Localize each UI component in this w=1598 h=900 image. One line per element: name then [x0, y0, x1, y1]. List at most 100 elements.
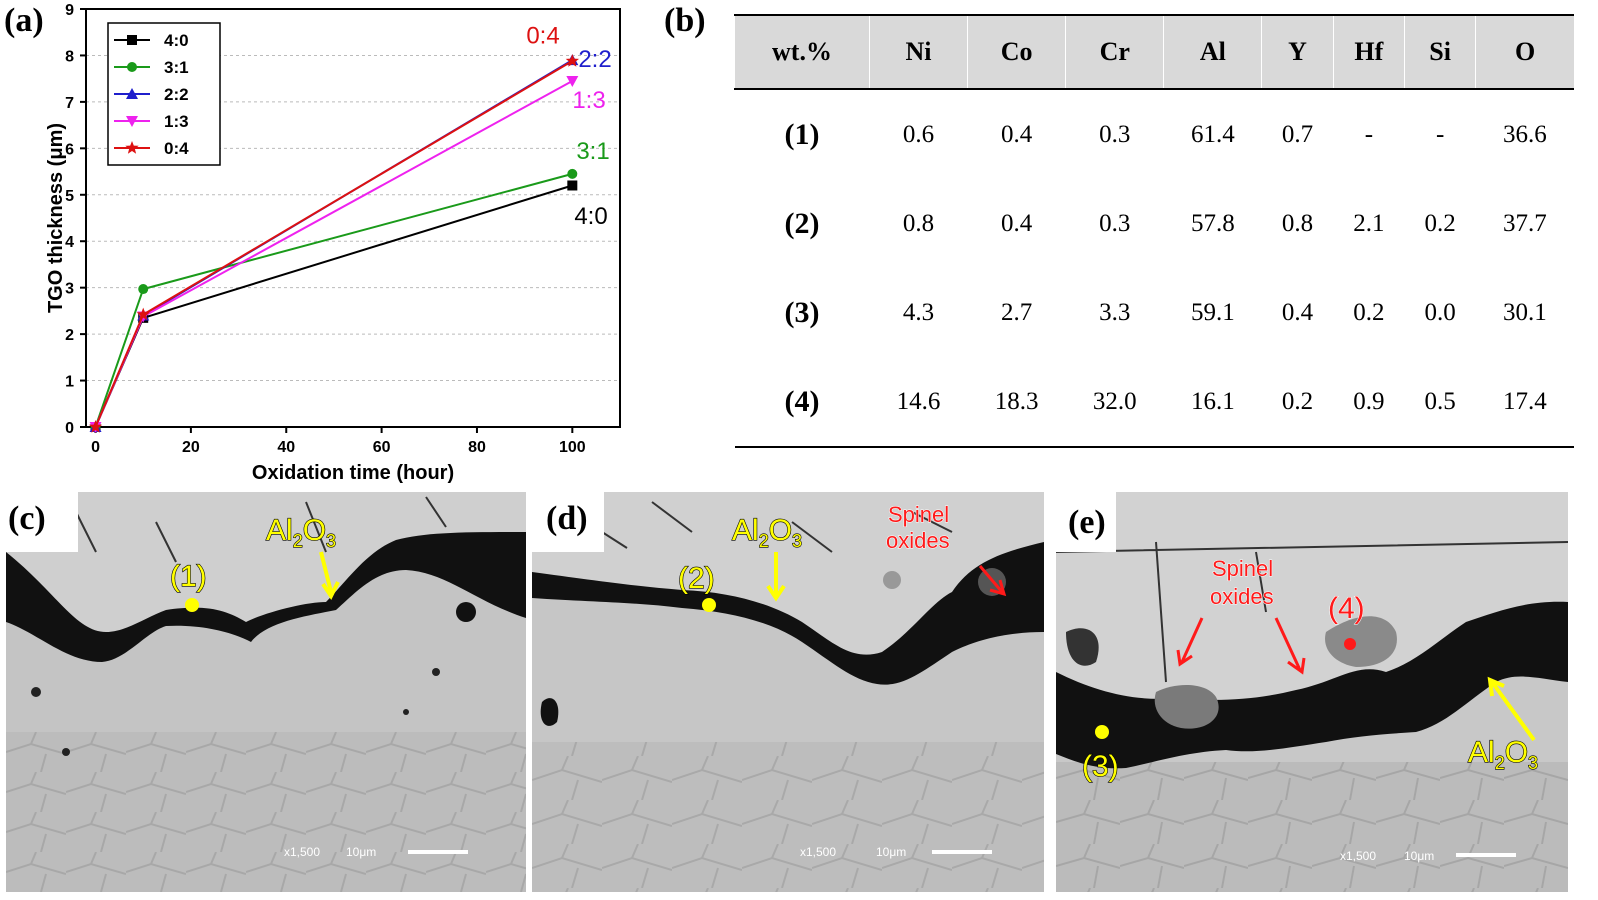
- micrograph-d: (2) Al2O3 Spinel oxides x1,500 10μm: [532, 492, 1044, 892]
- table-header-4: Al: [1163, 14, 1262, 90]
- legend-marker-2: [126, 88, 138, 99]
- data-point-3-1-1: [138, 284, 149, 295]
- spinel-label-d-1: Spinel: [888, 502, 949, 527]
- chart-end-labels: 0:4 2:2 1:3 3:1 4:0: [526, 23, 611, 230]
- table-cell: 0.3: [1099, 120, 1131, 148]
- scale-text-e: 10μm: [1404, 849, 1434, 863]
- table-cell: 0.9: [1333, 357, 1405, 448]
- y-tick-label-7: 7: [65, 95, 74, 112]
- spinel-label-e-2: oxides: [1210, 584, 1274, 609]
- x-tick-label-2: 40: [277, 439, 295, 456]
- point-marker-2: [702, 598, 716, 612]
- legend-marker-0: [127, 35, 137, 45]
- table-row: (2) 0.8 0.4 0.3 57.8 0.8 2.1 0.2 37.7: [735, 179, 1575, 268]
- table-cell: 36.6: [1503, 120, 1547, 148]
- table-cell: 57.8: [1190, 209, 1235, 237]
- table-cell: -: [1364, 120, 1374, 148]
- arrow-al2o3-e: [1487, 676, 1536, 742]
- table-cell: 30.1: [1503, 298, 1547, 326]
- end-label-1: 2:2: [578, 46, 611, 73]
- end-label-0: 0:4: [526, 23, 559, 50]
- al2o3-label-e: Al2O3: [1468, 736, 1538, 773]
- table-row-label: (4): [734, 357, 870, 448]
- plot-frame: [85, 8, 621, 428]
- table-cell: 61.4: [1190, 120, 1235, 148]
- x-axis-label: Oxidation time (hour): [252, 462, 454, 484]
- legend-entry-4: 0:4: [164, 139, 189, 158]
- arrow-al2o3-d: [766, 552, 786, 602]
- magnification-c: x1,500: [284, 845, 320, 859]
- table-cell: 0.2: [1261, 357, 1334, 448]
- scale-bar-c: [408, 850, 468, 854]
- point-marker-3: [1095, 725, 1109, 739]
- table-cell: 0.0: [1424, 298, 1456, 326]
- y-tick-label-2: 2: [65, 327, 74, 344]
- table-cell: 0.4: [1001, 120, 1033, 148]
- table-cell: 0.5: [1404, 357, 1476, 448]
- table-cell: 17.4: [1475, 357, 1574, 448]
- table-cell: 59.1: [1190, 298, 1235, 326]
- x-tick-label-0: 0: [91, 439, 100, 456]
- y-tick-label-6: 6: [65, 141, 74, 158]
- chart-legend: 4:0 3:1 2:2 1:3 0:4: [107, 22, 221, 166]
- table-row-label: (3): [784, 295, 820, 329]
- table-row-label: (2): [784, 206, 820, 240]
- scale-bar-e: [1456, 853, 1516, 857]
- data-point-0-4-2: [565, 54, 579, 67]
- table-header-1: Ni: [868, 14, 968, 90]
- table-row: (3) 4.3 2.7 3.3 59.1 0.4 0.2 0.0 30.1: [735, 268, 1575, 357]
- scale-bar-d: [932, 850, 992, 854]
- scale-text-d: 10μm: [876, 845, 906, 859]
- table-cell: 0.3: [1099, 209, 1131, 237]
- point-label-1: (1): [170, 560, 207, 593]
- legend-entry-0: 4:0: [164, 31, 189, 50]
- legend-marker-3: [126, 116, 138, 127]
- micrograph-e: Spinel oxides (4) (3) Al2O3 x1,500 10μm: [1056, 492, 1568, 892]
- table-header-7: Si: [1403, 14, 1476, 90]
- legend-entry-3: 1:3: [164, 112, 189, 131]
- table-cell: 18.3: [967, 357, 1066, 448]
- chart-series: [88, 54, 579, 433]
- y-tick-label-3: 3: [65, 281, 74, 298]
- table-header-0: wt.%: [734, 14, 870, 90]
- spinel-label-d-2: oxides: [886, 528, 950, 553]
- panel-label-a: (a): [4, 2, 44, 39]
- x-tick-label-3: 60: [373, 439, 391, 456]
- y-tick-label-4: 4: [65, 234, 74, 251]
- table-header-3: Cr: [1065, 14, 1164, 90]
- scale-text-c: 10μm: [346, 845, 376, 859]
- table-cell: 2.7: [1001, 298, 1033, 326]
- x-tick-label-1: 20: [182, 439, 200, 456]
- table-cell: 3.3: [1099, 298, 1131, 326]
- legend-marker-1: [127, 62, 137, 72]
- table-row-label: (1): [784, 117, 820, 151]
- spinel-label-e-1: Spinel: [1212, 556, 1273, 581]
- panel-label-e: (e): [1062, 504, 1112, 542]
- table-cell: 37.7: [1503, 209, 1547, 237]
- end-label-4: 4:0: [574, 203, 607, 230]
- point-marker-1: [185, 598, 199, 612]
- table-cell: 0.2: [1424, 209, 1456, 237]
- panel-label-d: (d): [540, 500, 594, 538]
- micrograph-c: (1) Al2O3 x1,500 10μm: [6, 492, 526, 892]
- chart-ticks: 0 20 40 60 80 100 0 1 2 3 4 5 6 7 8 9: [65, 2, 586, 456]
- table-header-8: O: [1475, 14, 1574, 90]
- panel-label-b: (b): [664, 2, 706, 39]
- table-cell: 0.6: [902, 120, 935, 148]
- arrow-al2o3-c: [319, 551, 340, 600]
- y-tick-label-1: 1: [65, 374, 74, 391]
- table-row: (1) 0.6 0.4 0.3 61.4 0.7 - - 36.6: [735, 89, 1575, 179]
- table-cell: 14.6: [869, 357, 968, 448]
- arrow-spinel-d: [978, 565, 1007, 597]
- arrow-spinel-e-2: [1274, 617, 1306, 675]
- table-cell: -: [1435, 120, 1445, 148]
- legend-entry-2: 2:2: [164, 85, 189, 104]
- data-point-0-4-0: [88, 420, 103, 433]
- series-line-4-0: [94, 184, 573, 428]
- table-cell: 16.1: [1163, 357, 1262, 448]
- data-point-3-1-2: [567, 168, 578, 179]
- point-label-3: (3): [1082, 750, 1119, 783]
- x-tick-label-5: 100: [559, 439, 586, 456]
- end-label-3: 3:1: [576, 138, 609, 165]
- x-tick-label-4: 80: [468, 439, 486, 456]
